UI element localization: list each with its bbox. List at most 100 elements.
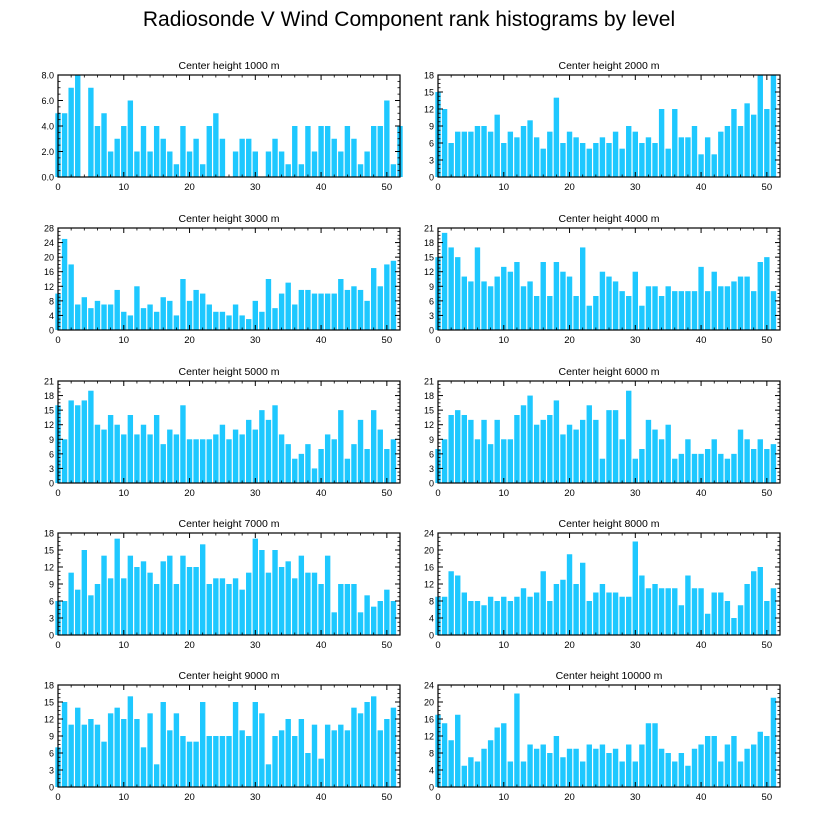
- histogram-bar: [665, 148, 671, 177]
- histogram-bar: [658, 748, 665, 787]
- x-tick-label: 30: [630, 182, 641, 193]
- histogram-bar: [121, 311, 127, 330]
- x-tick-label: 50: [762, 640, 773, 651]
- x-tick-label: 50: [762, 182, 773, 193]
- histogram-bar: [599, 271, 606, 330]
- histogram-bar: [384, 589, 390, 635]
- histogram-bar: [193, 567, 199, 635]
- y-tick-label: 21: [424, 377, 434, 387]
- x-tick-label: 20: [564, 640, 575, 651]
- histogram-bar: [560, 434, 566, 483]
- histogram-bar: [101, 429, 107, 483]
- histogram-bar: [167, 730, 173, 787]
- histogram-bar: [200, 702, 206, 787]
- histogram-bar: [494, 419, 500, 483]
- histogram-bar: [685, 575, 691, 635]
- histogram-bar: [140, 424, 147, 483]
- histogram-bar: [474, 247, 481, 330]
- x-tick-label: 50: [762, 335, 773, 346]
- histogram-bar: [770, 444, 777, 483]
- histogram-bar: [468, 601, 474, 635]
- histogram-bar: [213, 434, 219, 483]
- histogram-bar: [481, 126, 487, 177]
- histogram-bar: [101, 555, 107, 635]
- histogram-bar: [770, 588, 777, 635]
- histogram-bar: [107, 304, 114, 330]
- histogram-bar: [318, 293, 324, 330]
- y-tick-label: 18: [44, 681, 54, 691]
- histogram-bar: [351, 584, 357, 635]
- histogram-bar: [507, 601, 514, 635]
- histogram-bar: [652, 286, 658, 330]
- histogram-bar: [114, 424, 120, 483]
- histogram-bar: [619, 761, 625, 787]
- histogram-bar: [351, 444, 357, 483]
- histogram-bar: [448, 247, 454, 330]
- histogram-bar: [533, 592, 540, 635]
- histogram-bar: [520, 761, 527, 787]
- histogram-bar: [173, 315, 180, 330]
- histogram-bar: [652, 429, 658, 483]
- histogram-bar: [318, 584, 324, 635]
- histogram-bar: [573, 584, 579, 635]
- histogram-bar: [252, 300, 258, 330]
- histogram-bar: [560, 143, 566, 177]
- histogram-bar: [514, 415, 520, 483]
- histogram-bar: [232, 578, 239, 635]
- histogram-bar: [68, 724, 74, 787]
- histogram-bar: [324, 555, 331, 635]
- histogram-bar: [474, 761, 481, 787]
- histogram-bar: [114, 707, 120, 787]
- histogram-bar: [474, 126, 481, 177]
- y-tick-label: 6: [429, 296, 434, 306]
- histogram-bar: [265, 419, 272, 483]
- y-tick-label: 6: [49, 597, 54, 607]
- histogram-bar: [639, 449, 645, 483]
- histogram-bar: [324, 724, 331, 787]
- histogram-bar: [691, 291, 698, 330]
- y-tick-label: 21: [424, 224, 434, 234]
- histogram-bar: [533, 137, 540, 177]
- histogram-bar: [718, 131, 724, 177]
- panel-4: Center height 5000 m 0 10 20 30 40 50 0 3 6 9 12 15 1…: [44, 366, 401, 499]
- x-tick-label: 40: [316, 335, 327, 346]
- histogram-bar: [357, 289, 364, 330]
- panel-9: Center height 10000 m 0 10 20 30 40 50 0 4 8 12 16 2…: [424, 670, 781, 803]
- histogram-bar: [371, 268, 377, 330]
- histogram-bar: [246, 736, 252, 787]
- histogram-bar: [357, 713, 364, 787]
- histogram-bar: [718, 761, 724, 787]
- histogram-bar: [147, 151, 153, 177]
- x-tick-label: 20: [184, 640, 195, 651]
- histogram-bar: [180, 736, 186, 787]
- histogram-bar: [724, 286, 731, 330]
- histogram-bar: [632, 541, 638, 635]
- y-tick-label: 20: [44, 253, 54, 263]
- histogram-bar: [377, 429, 383, 483]
- histogram-bar: [580, 143, 586, 177]
- histogram-bar: [272, 405, 278, 483]
- histogram-bar: [514, 596, 520, 635]
- histogram-bar: [160, 561, 166, 635]
- histogram-bar: [252, 151, 258, 177]
- histogram-bar: [239, 730, 245, 787]
- histogram-bar: [134, 286, 140, 330]
- panel-7: Center height 8000 m 0 10 20 30 40 50 0 4 8 12 16 20…: [424, 518, 781, 651]
- histogram-bar: [344, 289, 351, 330]
- histogram-bar: [547, 131, 553, 177]
- histogram-bar: [685, 137, 691, 177]
- histogram-bar: [507, 761, 514, 787]
- histogram-bar: [390, 260, 397, 330]
- histogram-bar: [711, 154, 717, 177]
- histogram-bar: [278, 730, 285, 787]
- histogram-bar: [88, 87, 94, 177]
- histogram-bar: [114, 138, 120, 177]
- histogram-bar: [75, 75, 81, 177]
- y-tick-label: 0.0: [41, 173, 54, 183]
- histogram-bar: [68, 87, 74, 177]
- panel-title: Center height 8000 m: [559, 518, 660, 530]
- histogram-bar: [652, 143, 658, 177]
- histogram-bar: [239, 315, 245, 330]
- histogram-bar: [441, 723, 448, 787]
